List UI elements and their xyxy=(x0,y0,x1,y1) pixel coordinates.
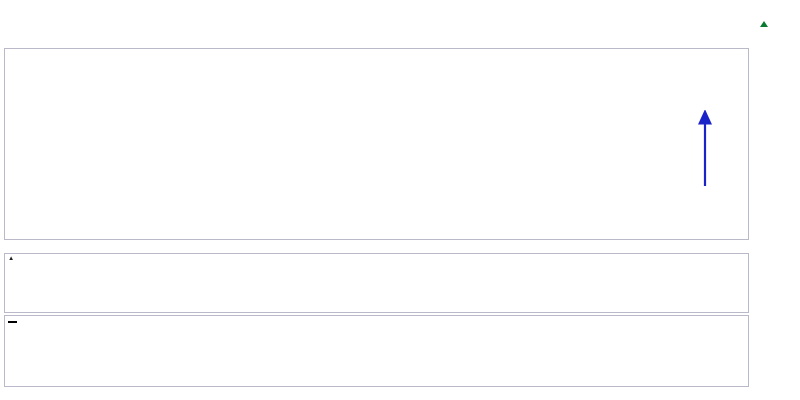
change-row xyxy=(714,27,796,34)
price-axis xyxy=(749,48,799,240)
ratio-panel[interactable] xyxy=(4,315,749,387)
price-chart-svg xyxy=(5,49,748,239)
price-chart-panel[interactable] xyxy=(4,48,749,240)
rsi-svg xyxy=(5,254,748,312)
rsi-axis xyxy=(749,253,799,313)
ratio-line-swatch xyxy=(8,321,17,323)
x-axis-labels-bottom xyxy=(4,387,749,399)
ratio-axis xyxy=(749,315,799,387)
volume-row xyxy=(714,41,796,48)
up-triangle-icon xyxy=(760,21,768,27)
x-axis-labels xyxy=(4,241,749,253)
rsi-panel[interactable] xyxy=(4,253,749,313)
rsi-legend: ▲ xyxy=(8,255,15,262)
annotation-arrow-icon xyxy=(697,110,713,186)
ratio-legend xyxy=(8,320,19,327)
ratio-svg xyxy=(5,316,748,386)
last-row xyxy=(714,34,796,41)
percent-change xyxy=(760,19,796,28)
